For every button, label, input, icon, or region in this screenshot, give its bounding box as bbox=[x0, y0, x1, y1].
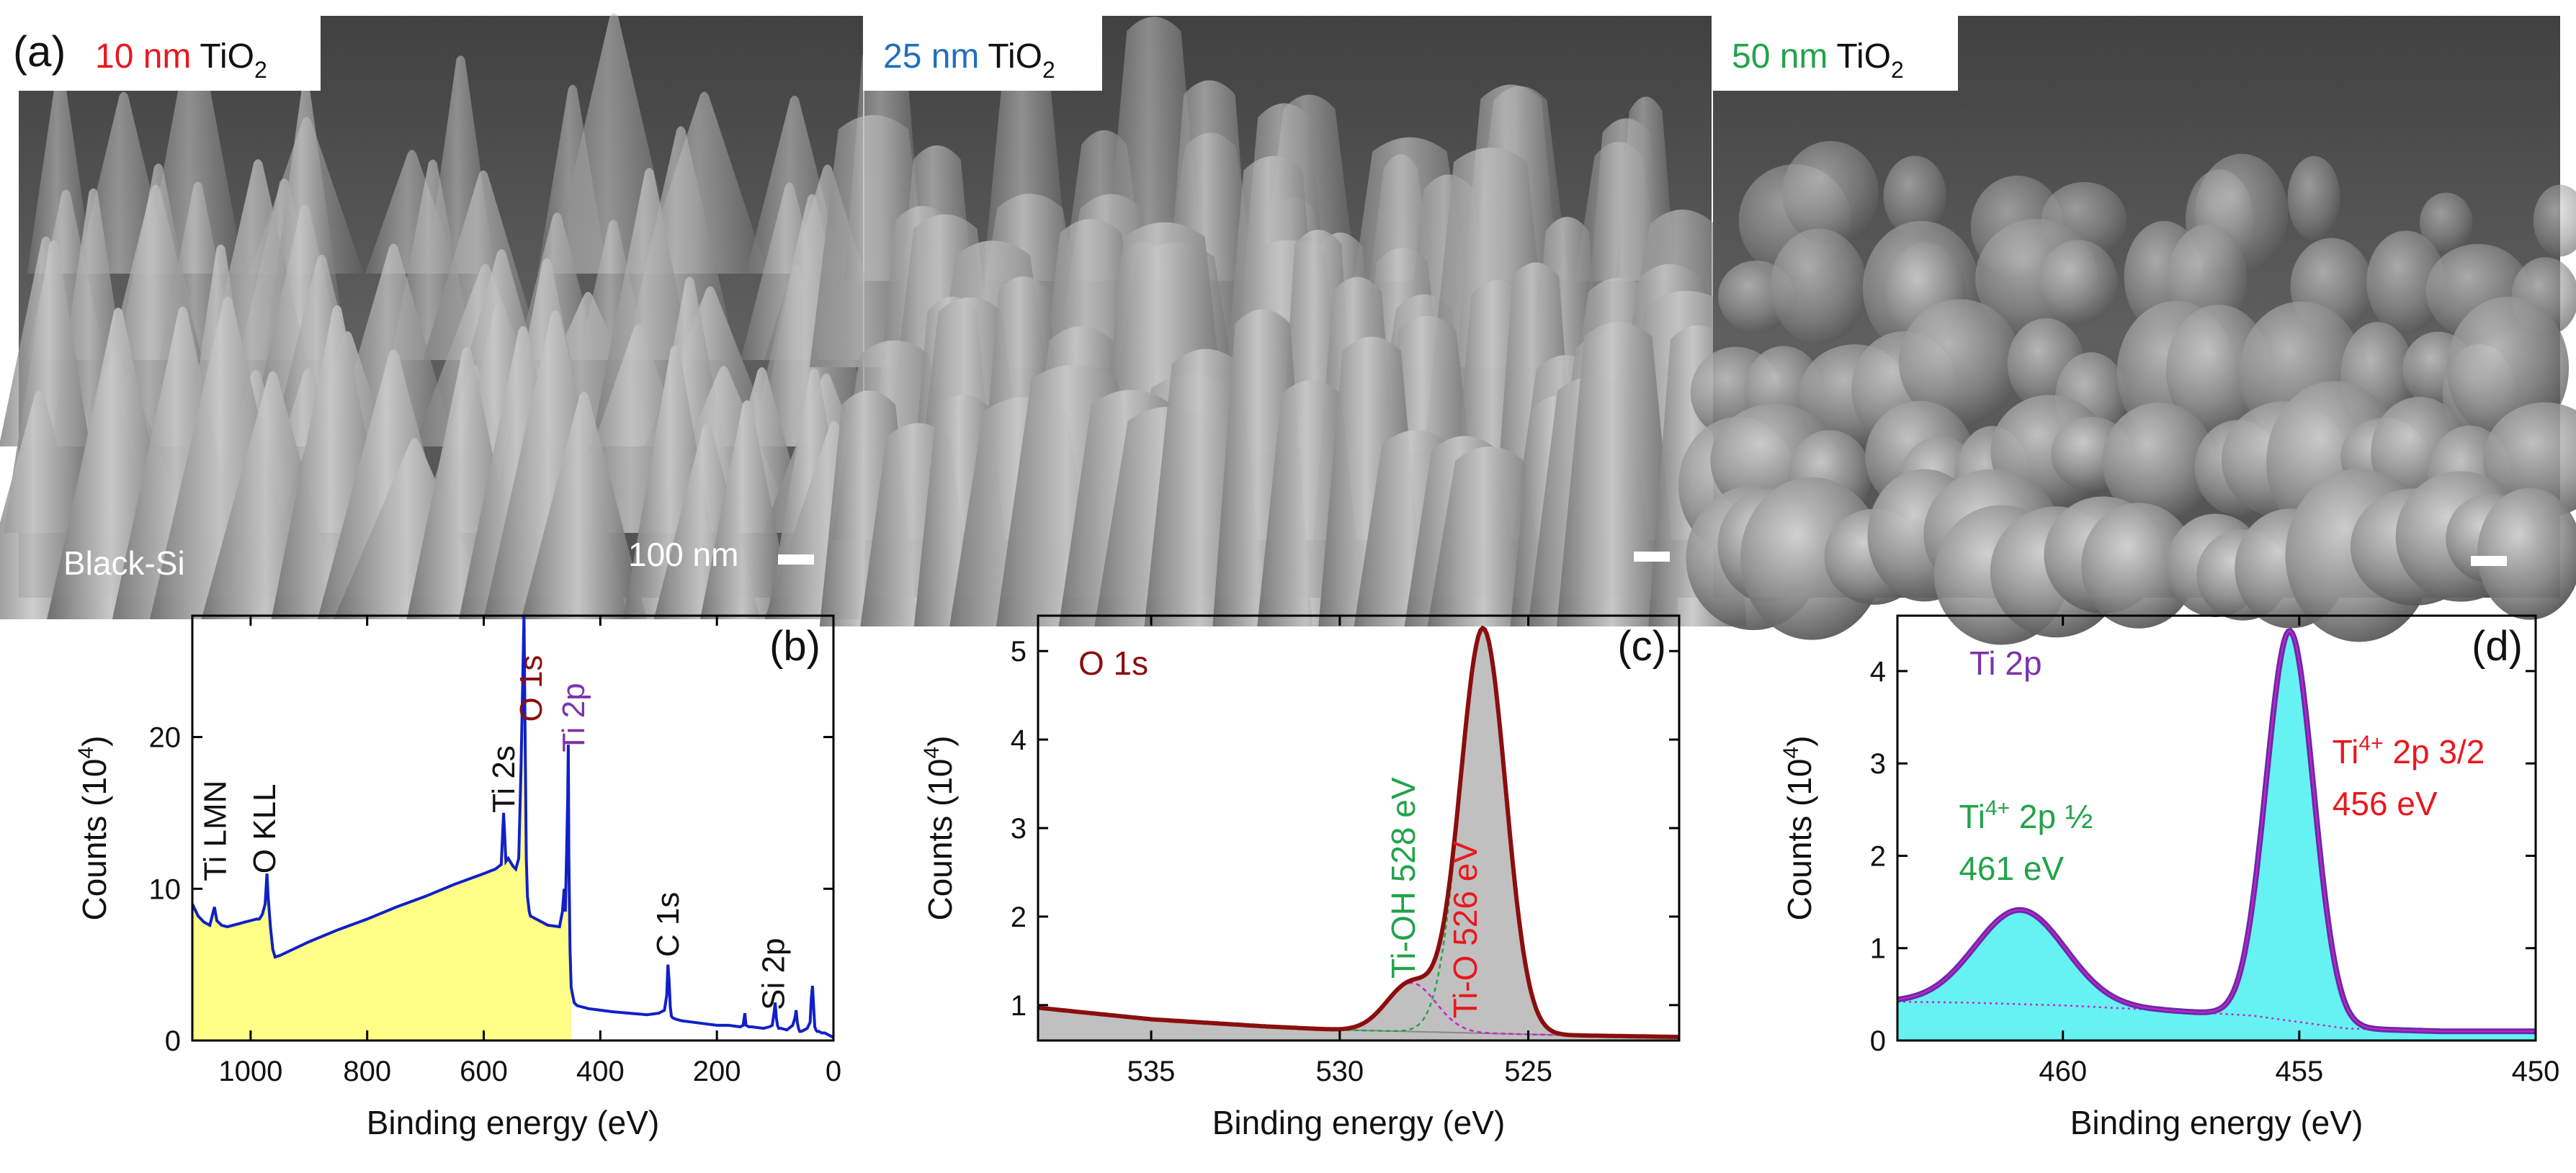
ti2p-fill bbox=[1897, 631, 2536, 1041]
panel-label: (d) bbox=[2472, 623, 2523, 670]
tio-annotation: Ti-O 526 eV bbox=[1446, 841, 1484, 1019]
o1s-annotations: O 1s Ti-OH 528 eV Ti-O 526 eV bbox=[1078, 644, 1484, 1018]
sem-panel-50nm bbox=[1678, 16, 2576, 645]
chart-ti2p: 460 455 450 0 1 2 3 4 Binding energy (eV) Counts … bbox=[1779, 614, 2560, 1141]
survey-axes: 1000 800 600 400 200 0 0 10 20 Binding energy (eV… bbox=[74, 614, 841, 1141]
y-axis-label: Counts (104) bbox=[920, 735, 959, 920]
label-box-25nm bbox=[863, 16, 1102, 91]
o1s-series bbox=[1038, 625, 1679, 1040]
panel-label: (c) bbox=[1617, 623, 1666, 670]
y-tick-label: 2 bbox=[1870, 840, 1886, 872]
sem-panel-25nm bbox=[809, 16, 1763, 626]
plot-frame bbox=[191, 614, 835, 1042]
o1s-axes: 535 530 525 1 2 3 4 5 Binding energy (eV) Counts … bbox=[920, 614, 1681, 1141]
scale-bar-2 bbox=[1634, 552, 1670, 562]
y-tick-label: 2 bbox=[1011, 902, 1027, 933]
ti2p-annotations: Ti 2p Ti4+ 2p ½ 461 eV Ti4+ 2p 3/2 456 eV bbox=[1959, 644, 2485, 887]
sem-label-50nm: 50 nm TiO2 bbox=[1732, 37, 1904, 83]
survey-series bbox=[192, 616, 833, 1039]
sem-label-25nm: 25 nm TiO2 bbox=[883, 37, 1055, 83]
label-box-10nm bbox=[0, 16, 321, 91]
peak-label: O 1s bbox=[1078, 644, 1148, 682]
y-tick-label: 5 bbox=[1011, 636, 1027, 668]
y-tick-label: 10 bbox=[149, 873, 182, 905]
chart-o1s: 535 530 525 1 2 3 4 5 Binding energy (eV) Counts … bbox=[920, 614, 1681, 1141]
ti-annotation-1: Ti4+ 2p 3/2 bbox=[2333, 732, 2485, 770]
sem-micrographs: (a) 10 nm TiO2 25 nm TiO2 50 nm TiO2 Black-… bbox=[0, 13, 2576, 645]
survey-area bbox=[192, 616, 571, 1041]
ti-annotation-energy-0: 461 eV bbox=[1959, 850, 2064, 887]
y-tick-label: 4 bbox=[1870, 656, 1886, 688]
y-tick-label: 0 bbox=[1870, 1025, 1886, 1057]
o1s-component-tio bbox=[1038, 627, 1679, 1038]
x-tick-label: 450 bbox=[2512, 1056, 2560, 1087]
panel-label: (b) bbox=[769, 623, 820, 670]
peak-annotation: C 1s bbox=[650, 892, 686, 957]
ti2p-series bbox=[1897, 628, 2536, 1035]
peak-annotation: O KLL bbox=[247, 783, 282, 873]
x-tick-label: 530 bbox=[1315, 1056, 1364, 1087]
survey-annotations: Ti LMN O KLL Ti 2s O 1s Ti 2p C 1s Si 2p bbox=[197, 655, 791, 1010]
x-axis-label: Binding energy (eV) bbox=[1212, 1104, 1506, 1141]
tioh-annotation: Ti-OH 528 eV bbox=[1385, 777, 1422, 979]
chart-survey: 1000 800 600 400 200 0 0 10 20 Binding energy (eV… bbox=[74, 614, 841, 1141]
ti2p-envelope bbox=[1897, 630, 2536, 1033]
x-tick-label: 200 bbox=[693, 1056, 741, 1087]
x-tick-label: 1000 bbox=[218, 1056, 282, 1087]
sample-label: Black-Si bbox=[63, 544, 185, 582]
y-tick-label: 0 bbox=[165, 1025, 181, 1057]
x-tick-label: 0 bbox=[826, 1056, 841, 1087]
scale-bar-1 bbox=[778, 554, 814, 565]
y-axis-label: Counts (104) bbox=[1779, 735, 1818, 920]
peak-label: Ti 2p bbox=[1969, 644, 2042, 682]
x-axis-label: Binding energy (eV) bbox=[367, 1104, 660, 1141]
ti2p-axes: 460 455 450 0 1 2 3 4 Binding energy (eV) Counts … bbox=[1779, 614, 2560, 1141]
x-tick-label: 400 bbox=[576, 1056, 625, 1087]
ti2p-area bbox=[1897, 631, 2536, 1041]
peak-annotation: Ti 2p bbox=[556, 683, 591, 752]
y-tick-label: 1 bbox=[1011, 990, 1027, 1022]
survey-fill bbox=[192, 616, 571, 1041]
label-box-50nm bbox=[1713, 16, 1958, 91]
peak-annotation: Ti 2s bbox=[486, 745, 522, 813]
peak-annotation: Si 2p bbox=[756, 938, 791, 1010]
y-tick-label: 4 bbox=[1011, 724, 1027, 756]
scale-bar-3 bbox=[2471, 556, 2507, 566]
o1s-fill bbox=[1038, 628, 1679, 1041]
x-tick-label: 460 bbox=[2039, 1056, 2087, 1087]
x-tick-label: 535 bbox=[1127, 1056, 1176, 1087]
sem-panel-10nm bbox=[0, 13, 905, 619]
y-tick-label: 1 bbox=[1870, 933, 1886, 965]
x-tick-label: 455 bbox=[2275, 1056, 2323, 1087]
o1s-line bbox=[1038, 625, 1679, 1040]
x-tick-label: 600 bbox=[460, 1056, 508, 1087]
panel-label-a: (a) bbox=[13, 27, 66, 76]
x-tick-label: 800 bbox=[343, 1056, 391, 1087]
x-axis-label: Binding energy (eV) bbox=[2070, 1104, 2363, 1141]
o1s-area bbox=[1038, 628, 1679, 1041]
y-tick-label: 3 bbox=[1870, 748, 1886, 780]
ti-annotation-0: Ti4+ 2p ½ bbox=[1959, 796, 2093, 835]
peak-annotation: O 1s bbox=[514, 655, 549, 722]
peak-annotation: Ti LMN bbox=[197, 781, 233, 881]
plot-frame bbox=[1896, 614, 2537, 1042]
y-tick-label: 20 bbox=[149, 722, 182, 754]
y-axis-label: Counts (104) bbox=[74, 735, 113, 920]
survey-line bbox=[192, 616, 833, 1039]
scale-bar-label: 100 nm bbox=[628, 536, 738, 573]
sem-label-10nm: 10 nm TiO2 bbox=[95, 37, 267, 83]
x-tick-label: 525 bbox=[1504, 1056, 1552, 1087]
ti-annotation-energy-1: 456 eV bbox=[2333, 785, 2438, 822]
y-tick-label: 3 bbox=[1011, 813, 1027, 845]
